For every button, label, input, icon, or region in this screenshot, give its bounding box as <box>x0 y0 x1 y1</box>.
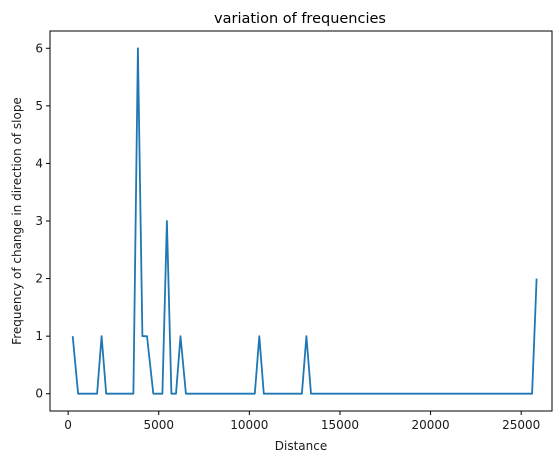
chart-title: variation of frequencies <box>214 11 386 27</box>
y-tick-label: 6 <box>35 41 43 55</box>
x-axis-title: Distance <box>275 439 327 453</box>
x-tick-label: 5000 <box>143 418 174 432</box>
y-axis-title: Frequency of change in direction of slop… <box>10 97 24 345</box>
series-line <box>71 47 538 395</box>
y-tick-label: 2 <box>35 272 43 286</box>
y-axis-ticks: 0 1 2 3 4 5 6 <box>35 41 50 401</box>
x-tick-label: 25000 <box>502 418 540 432</box>
y-tick-label: 5 <box>35 99 43 113</box>
y-tick-label: 3 <box>35 214 43 228</box>
x-tick-label: 0 <box>64 418 72 432</box>
x-tick-label: 15000 <box>321 418 359 432</box>
plot-frame <box>49 30 553 412</box>
x-tick-label: 20000 <box>411 418 449 432</box>
y-tick-label: 4 <box>35 156 43 170</box>
plot-area: 0 5000 10000 15000 20000 25000 0 1 2 3 4 5 6 <box>35 30 553 432</box>
x-axis-ticks: 0 5000 10000 15000 20000 25000 <box>64 411 540 432</box>
y-tick-label: 0 <box>35 387 43 401</box>
y-tick-label: 1 <box>35 329 43 343</box>
x-tick-label: 10000 <box>230 418 268 432</box>
